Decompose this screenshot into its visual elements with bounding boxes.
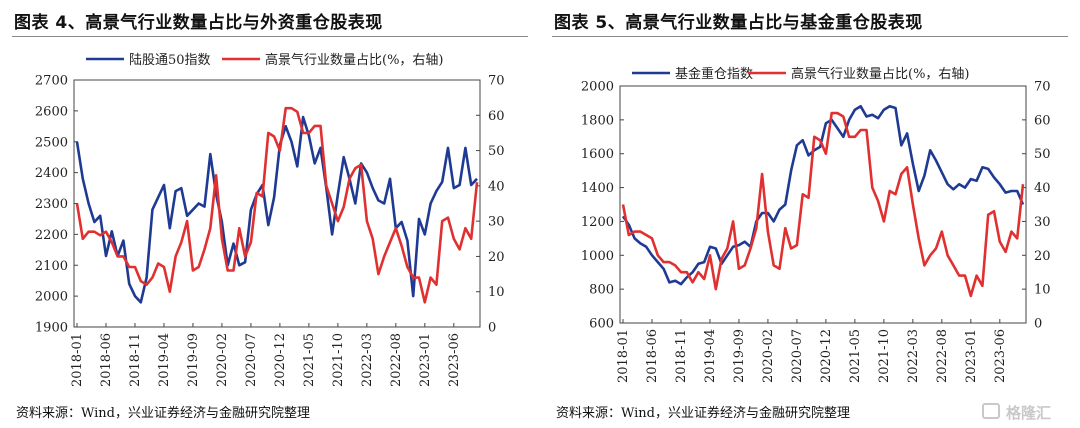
y-left-tick-label: 2600 [35, 104, 68, 119]
source-note: 资料来源：Wind，兴业证券经济与金融研究院整理 [556, 406, 850, 421]
y-right-tick-label: 60 [1034, 113, 1051, 128]
y-left-tick-label: 2200 [35, 228, 68, 243]
x-tick-label: 2018-06 [99, 333, 114, 387]
axes: 600 800 1000 1200 1400 1600 1800 2000 0 10 20 30 40 5… [581, 80, 1051, 384]
x-tick-label: 2020-02 [761, 329, 776, 383]
y-right-tick-label: 20 [488, 250, 505, 265]
legend-label: 高景气行业数量占比(%，右轴) [791, 66, 970, 82]
x-tick-label: 2021-10 [331, 333, 346, 387]
y-right-tick-label: 30 [1034, 215, 1051, 230]
x-tick-label: 2020-07 [790, 329, 805, 383]
legend-label: 高景气行业数量占比(%，右轴) [265, 52, 444, 68]
plot-frame [73, 79, 481, 328]
watermark-icon [982, 403, 1000, 419]
x-tick-label: 2023-06 [993, 329, 1008, 383]
x-tick-label: 2018-11 [128, 333, 143, 387]
x-tick-label: 2023-06 [447, 333, 462, 387]
y-left-tick-label: 2000 [581, 80, 614, 95]
axes: 1900 2000 2100 2200 2300 2400 2500 2600 2700 0 10 2… [35, 74, 505, 388]
y-left-tick-label: 2100 [35, 259, 68, 274]
x-tick-label: 2018-01 [616, 329, 631, 383]
y-left-tick-label: 1400 [581, 181, 614, 196]
x-tick-label: 2020-12 [819, 329, 834, 383]
plot-frame [619, 85, 1027, 324]
x-tick-label: 2018-11 [674, 329, 689, 383]
y-left-tick-label: 1800 [581, 113, 614, 128]
x-tick-label: 2018-06 [645, 329, 660, 383]
source-note: 资料来源：Wind，兴业证券经济与金融研究院整理 [16, 406, 310, 421]
y-left-tick-label: 1600 [581, 147, 614, 162]
watermark-logo: 格隆汇 [982, 401, 1068, 423]
x-tick-label: 2021-05 [302, 333, 317, 387]
x-tick-label: 2022-08 [389, 333, 404, 387]
y-right-tick-label: 20 [1034, 249, 1051, 264]
y-right-tick-label: 30 [488, 215, 505, 230]
y-right-tick-label: 60 [488, 109, 505, 124]
legend-label: 基金重仓指数 [675, 66, 753, 82]
chart-svg: 1900 2000 2100 2200 2300 2400 2500 2600 2700 0 10 2… [35, 52, 505, 388]
x-tick-label: 2019-04 [703, 329, 718, 383]
y-right-tick-label: 50 [488, 144, 505, 159]
y-right-tick-label: 50 [1034, 147, 1051, 162]
legend: 基金重仓指数 高景气行业数量占比(%，右轴) [632, 66, 970, 82]
y-left-tick-label: 2400 [35, 166, 68, 181]
y-right-tick-label: 10 [488, 285, 505, 300]
y-left-tick-label: 2300 [35, 197, 68, 212]
legend: 陆股通50指数 高景气行业数量占比(%，右轴) [86, 52, 444, 68]
x-tick-label: 2022-03 [906, 329, 921, 383]
y-right-tick-label: 40 [1034, 181, 1051, 196]
y-right-tick-label: 70 [1034, 80, 1051, 95]
x-tick-label: 2022-03 [360, 333, 375, 387]
y-right-tick-label: 0 [1034, 317, 1042, 332]
x-tick-label: 2020-02 [215, 333, 230, 387]
chart-panel-foreign: 图表 4、高景气行业数量占比与外资重仓股表现 1900 2000 2100 2200 2… [12, 13, 528, 421]
x-tick-label: 2021-10 [877, 329, 892, 383]
series-line-index [75, 115, 478, 304]
y-left-tick-label: 1900 [35, 321, 68, 336]
y-left-tick-label: 1200 [581, 215, 614, 230]
series-line-ratio [621, 111, 1025, 298]
y-right-tick-label: 70 [488, 74, 505, 89]
x-tick-label: 2022-08 [935, 329, 950, 383]
x-tick-label: 2023-01 [418, 333, 433, 387]
y-left-tick-label: 2000 [35, 290, 68, 305]
title-divider [12, 36, 528, 37]
x-tick-label: 2020-12 [273, 333, 288, 387]
y-left-tick-label: 800 [589, 283, 614, 298]
y-left-tick-label: 2700 [35, 74, 68, 89]
chart-svg: 600 800 1000 1200 1400 1600 1800 2000 0 10 20 30 40 5… [581, 66, 1051, 384]
x-tick-label: 2019-09 [732, 329, 747, 383]
watermark-text: 格隆汇 [1006, 404, 1052, 422]
y-right-tick-label: 0 [488, 321, 496, 336]
y-left-tick-label: 1000 [581, 249, 614, 264]
y-right-tick-label: 10 [1034, 283, 1051, 298]
chart-title: 图表 5、高景气行业数量占比与基金重仓股表现 [554, 13, 923, 33]
x-tick-label: 2019-09 [186, 333, 201, 387]
x-tick-label: 2019-04 [157, 333, 172, 387]
series-line-ratio [75, 106, 479, 304]
x-tick-label: 2018-01 [70, 333, 85, 387]
y-right-tick-label: 40 [488, 179, 505, 194]
x-tick-label: 2020-07 [244, 333, 259, 387]
y-left-tick-label: 2500 [35, 135, 68, 150]
x-tick-label: 2023-01 [964, 329, 979, 383]
x-tick-label: 2021-05 [848, 329, 863, 383]
chart-title: 图表 4、高景气行业数量占比与外资重仓股表现 [14, 13, 383, 33]
chart-panel-fund: 图表 5、高景气行业数量占比与基金重仓股表现 600 800 1000 1200 140… [540, 0, 1080, 428]
title-divider [552, 36, 1068, 37]
y-left-tick-label: 600 [589, 317, 614, 332]
series-line-index [621, 105, 1025, 286]
legend-label: 陆股通50指数 [129, 52, 211, 68]
